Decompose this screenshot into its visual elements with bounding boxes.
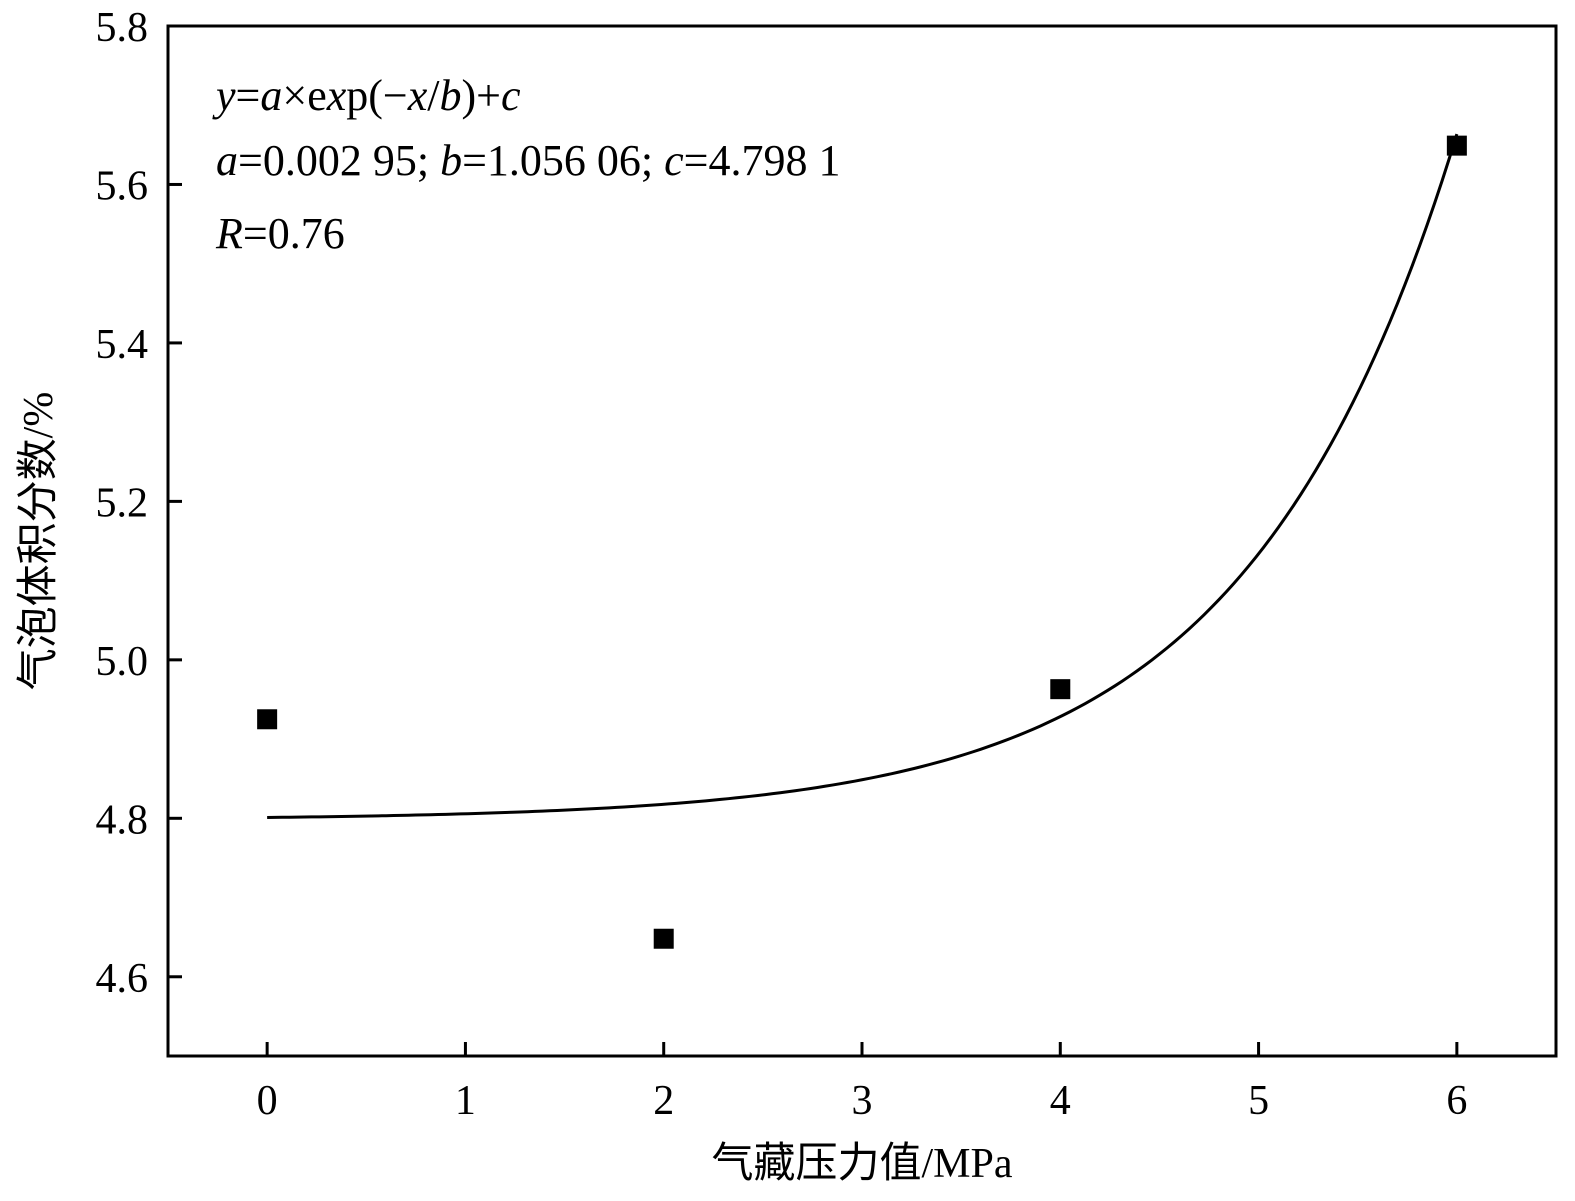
y-tick-label: 5.2: [96, 480, 149, 526]
x-tick-label: 6: [1446, 1078, 1467, 1124]
data-point: [257, 709, 278, 730]
x-axis-title: 气藏压力值/MPa: [711, 1141, 1012, 1187]
y-tick-label: 5.6: [96, 163, 149, 209]
data-point: [1446, 135, 1467, 156]
fit-curve-group: [267, 133, 1459, 819]
data-point: [1050, 679, 1071, 700]
fit-equation-label: y=a×exp(−x/b)+c: [212, 71, 521, 120]
y-tick-label: 4.6: [96, 956, 149, 1002]
y-tick-label: 5.0: [96, 639, 149, 685]
data-points: [257, 135, 1467, 949]
y-axis-title: 气泡体积分数/%: [16, 392, 62, 691]
x-axis-ticks: 0 1 2 3 4 5 6: [257, 1042, 1467, 1124]
x-tick-label: 3: [852, 1078, 873, 1124]
y-tick-label: 5.8: [96, 5, 149, 51]
x-tick-label: 1: [455, 1078, 476, 1124]
y-tick-label: 4.8: [96, 797, 149, 843]
x-tick-label: 4: [1050, 1078, 1071, 1124]
y-tick-label: 5.4: [96, 322, 149, 368]
x-tick-label: 5: [1248, 1078, 1269, 1124]
data-point: [653, 928, 674, 949]
fit-r-value-label: R=0.76: [215, 209, 345, 258]
fit-curve: [267, 133, 1459, 819]
x-tick-label: 2: [653, 1078, 674, 1124]
y-axis-ticks: 4.6 4.8 5.0 5.2 5.4 5.6 5.8: [96, 5, 182, 1002]
fit-parameters-label: a=0.002 95; b=1.056 06; c=4.798 1: [216, 136, 840, 185]
x-tick-label: 0: [257, 1078, 278, 1124]
